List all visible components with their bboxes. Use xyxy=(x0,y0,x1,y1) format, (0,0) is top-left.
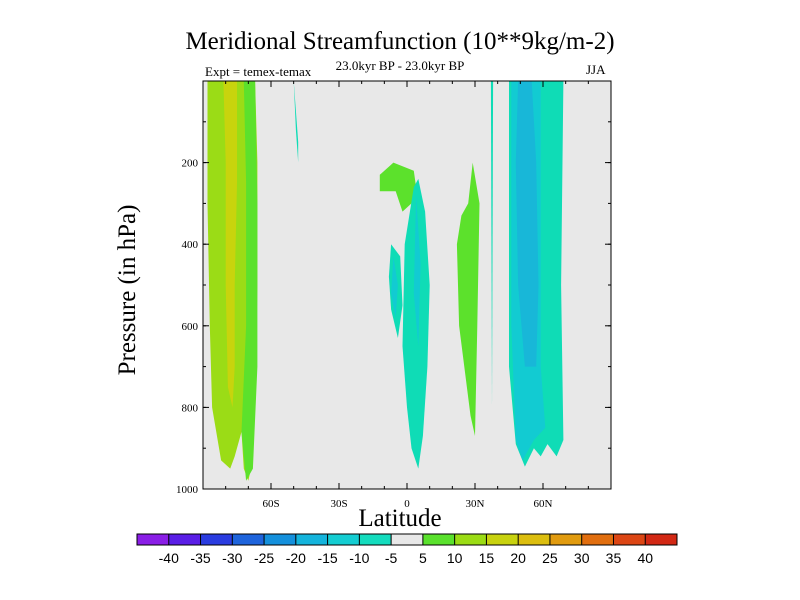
chart-title: Meridional Streamfunction (10**9kg/m-2) xyxy=(185,28,615,55)
colorbar-label: 5 xyxy=(419,550,427,566)
colorbar-swatch xyxy=(295,534,328,545)
y-tick-label: 600 xyxy=(182,321,199,333)
colorbar-label: -30 xyxy=(222,550,242,566)
x-axis-label: Latitude xyxy=(358,505,442,532)
y-tick-label: 1000 xyxy=(176,484,199,496)
contour-region-tropical-negative-right-core xyxy=(413,195,421,347)
colorbar-label: 30 xyxy=(574,550,590,566)
chart-subtitle: 23.0kyr BP - 23.0kyr BP xyxy=(335,58,465,73)
experiment-label: Expt = temex-temax xyxy=(205,64,312,79)
colorbar-swatch xyxy=(454,534,487,545)
colorbar-swatch xyxy=(581,534,614,545)
colorbar-label: -35 xyxy=(190,550,210,566)
colorbar-label: 15 xyxy=(479,550,495,566)
colorbar-swatch xyxy=(549,534,582,545)
colorbar-swatch xyxy=(264,534,297,545)
season-label: JJA xyxy=(586,62,606,77)
axis-ticks: 60S 30S 0 30N 60N 200 400 600 800 1000 xyxy=(176,81,612,510)
colorbar-swatch xyxy=(200,534,233,545)
colorbar-label: 25 xyxy=(542,550,558,566)
x-tick-label: 60S xyxy=(262,498,279,510)
contour-region-tropical-negative-right xyxy=(402,178,430,469)
colorbar-label: -10 xyxy=(349,550,369,566)
colorbar-swatch xyxy=(645,534,678,545)
colorbar-swatch xyxy=(486,534,519,545)
contour-region-nh-subtropical-positive xyxy=(456,162,480,436)
colorbar-swatch xyxy=(422,534,455,545)
colorbar-swatch xyxy=(168,534,201,545)
colorbar-swatch xyxy=(391,534,424,545)
colorbar-label: -20 xyxy=(286,550,306,566)
colorbar-label: 20 xyxy=(510,550,526,566)
colorbar-label: 40 xyxy=(637,550,653,566)
contour-regions xyxy=(207,81,564,481)
colorbar-swatch xyxy=(359,534,392,545)
y-tick-label: 400 xyxy=(182,239,199,251)
y-tick-label: 800 xyxy=(182,402,199,414)
colorbar-label: -15 xyxy=(317,550,337,566)
colorbar-label: 10 xyxy=(447,550,463,566)
contour-region-sh-upper-negative xyxy=(293,81,299,163)
contour-region-nh-high-lat-negative-inner xyxy=(515,81,539,367)
colorbar-swatch xyxy=(232,534,265,545)
colorbar-swatch xyxy=(613,534,646,545)
x-tick-label: 0 xyxy=(404,498,410,510)
x-tick-label: 30N xyxy=(466,498,485,510)
contour-region-sh-high-lat-positive-edge xyxy=(241,81,258,481)
contour-region-sh-high-lat-positive-inner xyxy=(223,81,237,408)
x-tick-label: 60N xyxy=(534,498,553,510)
contour-region-tropical-negative-left-core xyxy=(391,256,398,318)
colorbar-label: -40 xyxy=(159,550,179,566)
contour-region-tropical-upper-positive xyxy=(379,162,417,212)
x-tick-label: 30S xyxy=(330,498,347,510)
colorbar: -40 -35 -30 -25 -20 -15 -10 -5 5 10 15 20 25 30 35 40 xyxy=(136,533,678,566)
y-tick-label: 200 xyxy=(182,158,199,170)
colorbar-swatch xyxy=(327,534,360,545)
colorbar-label: -5 xyxy=(385,550,398,566)
contour-region-nh-thin-negative-line xyxy=(490,81,494,408)
colorbar-swatch xyxy=(137,534,170,545)
colorbar-frame xyxy=(136,533,678,546)
colorbar-label: 35 xyxy=(606,550,622,566)
colorbar-label: -25 xyxy=(254,550,274,566)
colorbar-swatch xyxy=(518,534,551,545)
